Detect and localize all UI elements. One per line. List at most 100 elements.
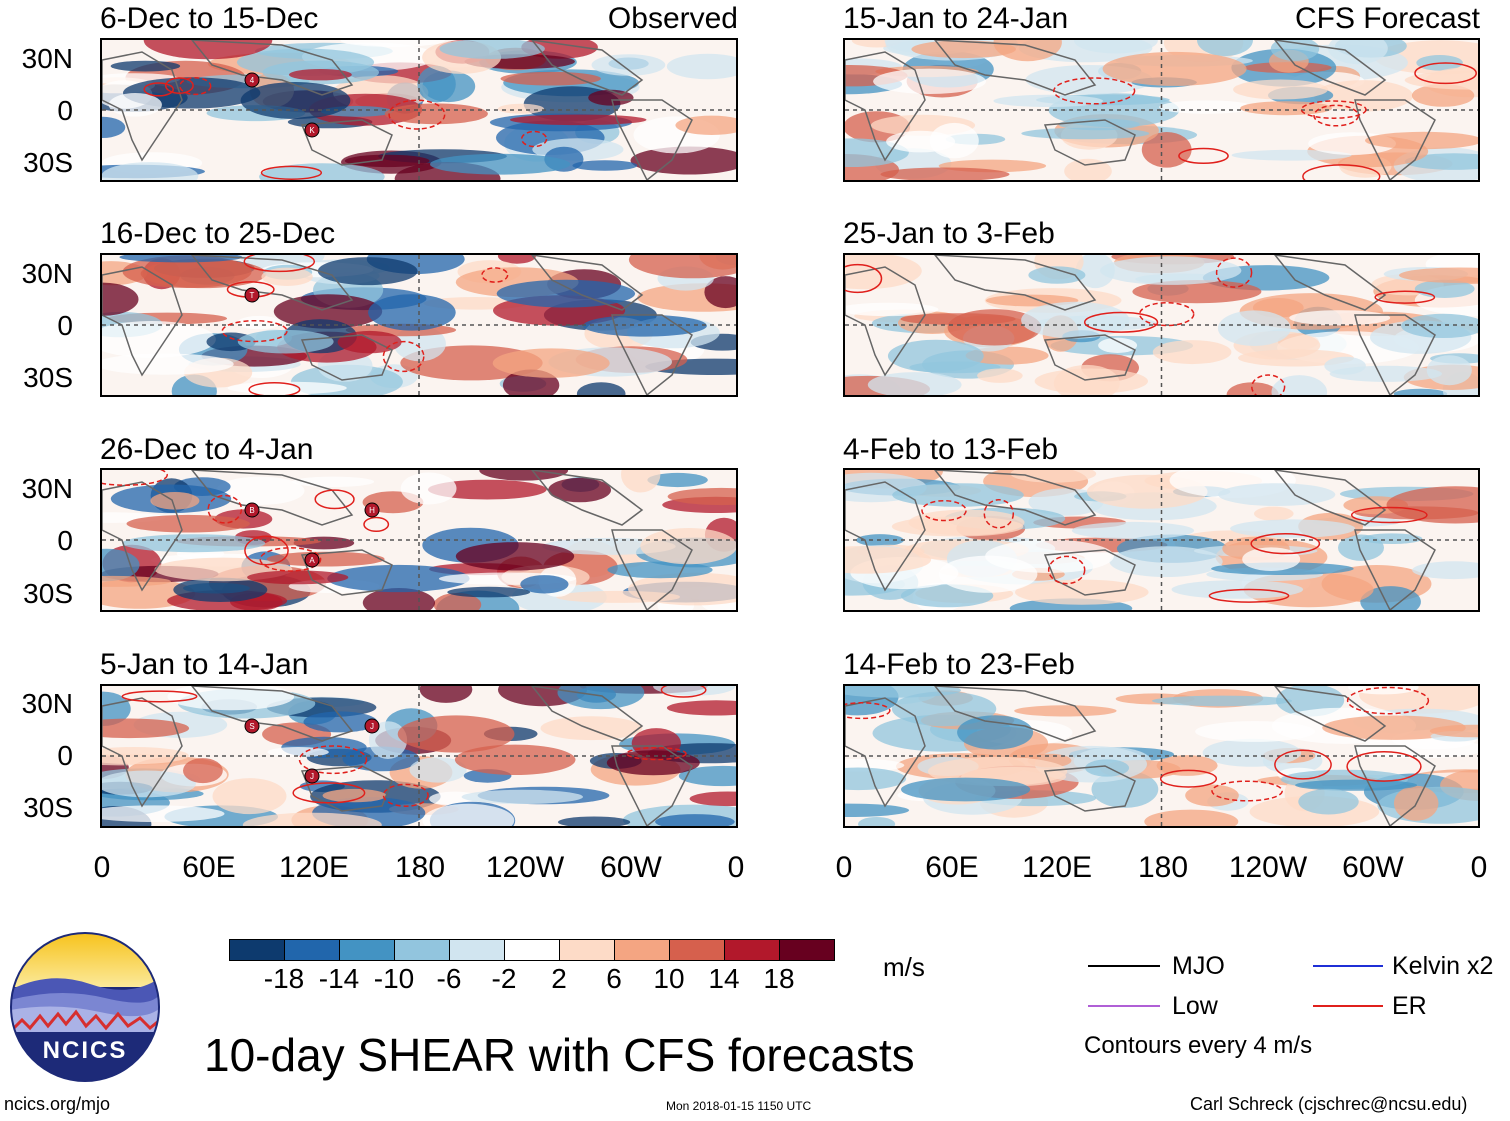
er-contour: [121, 690, 198, 703]
lon-label: 120W: [1228, 851, 1308, 884]
shear-anomaly-patch: [1338, 534, 1384, 561]
lon-label: 120E: [278, 851, 350, 884]
shear-anomaly-patch: [126, 514, 250, 533]
er-contour: [164, 77, 194, 94]
legend-line-er: [1313, 1005, 1383, 1007]
storm-marker: S: [244, 718, 260, 734]
lon-label: 0: [93, 851, 111, 884]
lon-label: 0: [835, 851, 853, 884]
lat-label: 30S: [23, 578, 73, 609]
coastline: [300, 334, 393, 381]
shear-anomaly-patch: [433, 592, 482, 610]
coastline: [934, 40, 1097, 96]
shear-anomaly-patch: [886, 130, 956, 153]
shear-anomaly-patch: [845, 767, 907, 791]
shear-anomaly-patch: [183, 758, 223, 784]
coastline: [102, 481, 183, 592]
colorbar-tick-label: 6: [606, 963, 622, 994]
shear-anomaly-patch: [845, 302, 939, 317]
shear-anomaly-patch: [891, 691, 997, 727]
er-contour: [314, 489, 355, 510]
legend-label-mjo: MJO: [1172, 952, 1225, 980]
shear-anomaly-patch: [628, 255, 736, 279]
shear-anomaly-patch: [1298, 788, 1359, 815]
map-plot: T: [100, 253, 738, 397]
coastline: [1354, 99, 1436, 180]
er-contour: [143, 82, 174, 97]
colorbar-cell: [614, 939, 670, 961]
shear-anomaly-patch: [428, 479, 547, 500]
lat-label: 30N: [21, 473, 73, 504]
er-contour: [248, 381, 301, 395]
shear-anomaly-patch: [678, 765, 736, 787]
svg-text:T: T: [250, 291, 255, 300]
colorbar-cell: [284, 939, 340, 961]
shear-anomaly-patch: [1240, 101, 1332, 116]
legend-line-kelvin: [1313, 965, 1383, 967]
shear-anomaly-patch: [1197, 40, 1253, 57]
colorbar-cell: [229, 939, 285, 961]
er-contour: [1178, 147, 1229, 165]
shear-anomaly-patch: [167, 686, 295, 711]
shear-anomaly-patch: [1233, 79, 1328, 100]
legend-label-er: ER: [1392, 992, 1427, 1020]
coastline: [531, 40, 644, 96]
colorbar-cell: [394, 939, 450, 961]
map-plot: [843, 253, 1480, 397]
panel-title: 14-Feb to 23-Feb: [843, 648, 1075, 681]
shear-anomaly-patch: [911, 40, 1016, 59]
shear-anomaly-patch: [266, 551, 385, 567]
shear-anomaly-patch: [143, 40, 273, 60]
coastline: [1274, 470, 1387, 526]
colorbar-cell: [669, 939, 725, 961]
legend-label-low: Low: [1172, 992, 1218, 1020]
panel-title: 26-Dec to 4-Jan: [100, 433, 314, 466]
lat-label: 30N: [21, 43, 73, 74]
er-contour: [363, 516, 390, 533]
shear-anomaly-patch: [497, 255, 536, 264]
units-label: m/s: [883, 952, 925, 982]
shear-anomaly-patch: [1010, 470, 1097, 483]
shear-anomaly-patch: [630, 146, 736, 175]
shear-anomaly-patch: [259, 163, 385, 180]
storm-marker: T: [244, 287, 260, 303]
shear-anomaly-patch: [400, 472, 457, 505]
er-contour: [179, 77, 212, 96]
lat-label: 30S: [23, 792, 73, 823]
shear-anomaly-patch: [1412, 561, 1478, 580]
shear-anomaly-patch: [368, 721, 408, 759]
shear-anomaly-patch: [1075, 255, 1115, 289]
shear-anomaly-patch: [108, 93, 162, 117]
shear-anomaly-patch: [237, 329, 334, 354]
storm-marker: J: [304, 768, 320, 784]
shear-anomaly-patch: [497, 103, 545, 114]
shear-anomaly-patch: [447, 586, 531, 598]
shear-anomaly-patch: [216, 476, 305, 505]
shear-anomaly-patch: [317, 257, 418, 286]
shear-anomaly-patch: [892, 483, 1024, 507]
shear-anomaly-patch: [1401, 313, 1478, 338]
er-contour: [1159, 769, 1218, 788]
er-contour: [1274, 749, 1332, 780]
legend-line-mjo: [1088, 965, 1160, 967]
lon-label: 60E: [182, 851, 236, 884]
coastline: [531, 255, 644, 311]
svg-text:J: J: [370, 722, 374, 731]
shear-anomaly-patch: [102, 718, 190, 739]
shear-anomaly-patch: [655, 814, 735, 826]
er-contour: [1302, 164, 1381, 180]
er-contour: [292, 782, 366, 804]
shear-anomaly-patch: [1217, 310, 1291, 346]
shear-anomaly-patch: [1254, 506, 1294, 521]
shear-anomaly-patch: [1231, 149, 1352, 161]
main-title: 10-day SHEAR with CFS forecasts: [204, 1029, 915, 1081]
shear-anomaly-patch: [977, 368, 1023, 383]
shear-anomaly-patch: [588, 89, 634, 106]
er-contour: [244, 535, 289, 566]
shear-anomaly-patch: [1429, 724, 1478, 738]
shear-anomaly-patch: [397, 715, 515, 753]
er-contour: [260, 165, 323, 180]
panel-title: 25-Jan to 3-Feb: [843, 217, 1055, 250]
shear-anomaly-patch: [1021, 127, 1150, 140]
shear-anomaly-patch: [1102, 51, 1247, 86]
